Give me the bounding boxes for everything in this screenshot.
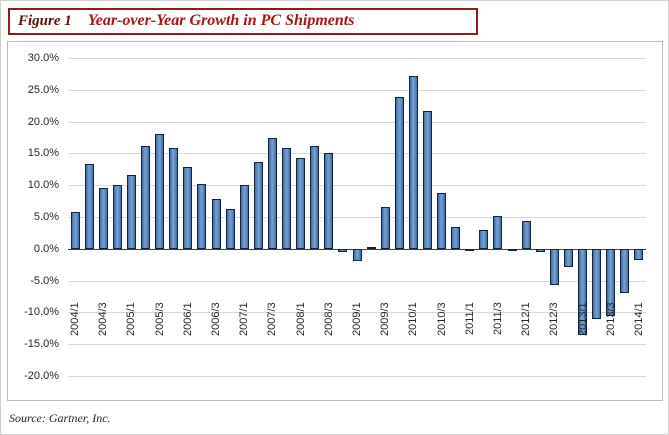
gridline: [68, 312, 646, 314]
bar: [253, 162, 263, 249]
bar: [578, 248, 588, 335]
bar: [155, 134, 165, 249]
gridline: [68, 185, 646, 187]
bar: [620, 248, 630, 293]
bar: [70, 211, 80, 249]
x-tick-label: 2009/3: [379, 301, 392, 336]
bar: [437, 192, 447, 249]
y-tick-label: 20.0%: [27, 115, 59, 128]
y-tick-label: 10.0%: [27, 179, 59, 192]
x-tick-label: 2009/1: [351, 301, 363, 336]
y-tick-label: 5.0%: [33, 211, 59, 223]
x-tick-label: 2011/1: [463, 301, 476, 335]
bar: [197, 183, 207, 249]
bar: [183, 167, 193, 249]
x-tick-label: 2014/1: [632, 301, 645, 336]
y-tick-label: 15.0%: [27, 147, 59, 160]
bar: [84, 163, 94, 249]
x-tick-label: 2010/1: [407, 301, 420, 336]
figure-label: Figure 1: [18, 13, 72, 29]
bar: [169, 148, 179, 249]
gridline: [68, 344, 646, 346]
bar: [225, 208, 235, 249]
x-tick-label: 2008/1: [294, 301, 307, 336]
bar: [239, 185, 249, 249]
x-tick-label: 2004/3: [97, 301, 110, 336]
x-tick-label: 2004/1: [69, 301, 82, 336]
bar: [592, 248, 602, 319]
bar: [394, 97, 404, 249]
x-tick-label: 2006/3: [210, 301, 223, 336]
chart-inner: 30.0% 25.0% 20.0% 15.0% 10.0% 5.0% 0.0% -5.0% -1…: [8, 42, 662, 400]
y-tick-label: -10.0%: [24, 306, 59, 319]
gridline: [68, 58, 646, 59]
bar: [282, 147, 291, 249]
figure-title-bar: Figure 1 Year-over-Year Growth in PC Ship…: [8, 8, 478, 35]
bar: [563, 248, 573, 268]
x-tick-label: 2008/3: [322, 301, 335, 336]
bar: [507, 248, 517, 252]
gridline: [68, 153, 646, 155]
bar: [422, 110, 432, 249]
y-tick-label: 25.0%: [27, 83, 59, 96]
bar: [126, 175, 136, 249]
x-tick-label: 2013/3: [604, 301, 617, 336]
bar: [634, 248, 644, 260]
bar: [324, 152, 334, 249]
bar: [267, 138, 277, 249]
y-tick-label: -5.0%: [30, 274, 59, 287]
bar: [408, 75, 418, 249]
bar: [296, 158, 306, 249]
bar: [141, 145, 151, 249]
bar: [493, 215, 503, 249]
figure-title: Year-over-Year Growth in PC Shipments: [87, 12, 355, 29]
bar: [352, 248, 362, 261]
bar: [380, 207, 390, 249]
bar: [98, 188, 108, 249]
bar: [310, 146, 320, 249]
y-tick-label: -20.0%: [24, 370, 59, 382]
y-tick-label: 0.0%: [33, 242, 59, 255]
bar: [521, 220, 531, 249]
y-tick-label: -15.0%: [24, 338, 59, 351]
bar: [479, 230, 489, 249]
gridline: [68, 121, 646, 123]
bar: [366, 246, 376, 249]
x-tick-label: 2006/1: [181, 301, 194, 336]
gridline: [68, 280, 646, 282]
gridline: [68, 89, 646, 91]
source-note: Source: Gartner, Inc.: [9, 411, 111, 425]
bar: [211, 199, 221, 249]
bar: [549, 248, 559, 286]
bar: [112, 184, 122, 249]
gridline: [68, 376, 646, 377]
bar: [465, 248, 475, 252]
y-tick-label: 30.0%: [27, 52, 59, 64]
bar: [338, 248, 348, 252]
x-tick-label: 2005/1: [125, 301, 138, 336]
gridline: [68, 217, 646, 218]
x-tick-label: 2012/1: [520, 301, 533, 336]
chart: 30.0% 25.0% 20.0% 15.0% 10.0% 5.0% 0.0% -5.0% -1…: [7, 41, 663, 401]
plot-area: [68, 58, 646, 377]
bar: [535, 248, 545, 252]
bar: [606, 248, 616, 316]
x-tick-label: 2007/3: [266, 301, 279, 336]
x-tick-label: 2011/3: [491, 301, 504, 335]
x-tick-label: 2013/1: [576, 301, 589, 336]
x-tick-label: 2010/3: [435, 301, 448, 336]
x-tick-label: 2007/1: [238, 301, 251, 336]
bar: [451, 226, 461, 249]
x-tick-label: 2012/3: [548, 301, 561, 336]
x-tick-label: 2005/3: [153, 301, 166, 336]
